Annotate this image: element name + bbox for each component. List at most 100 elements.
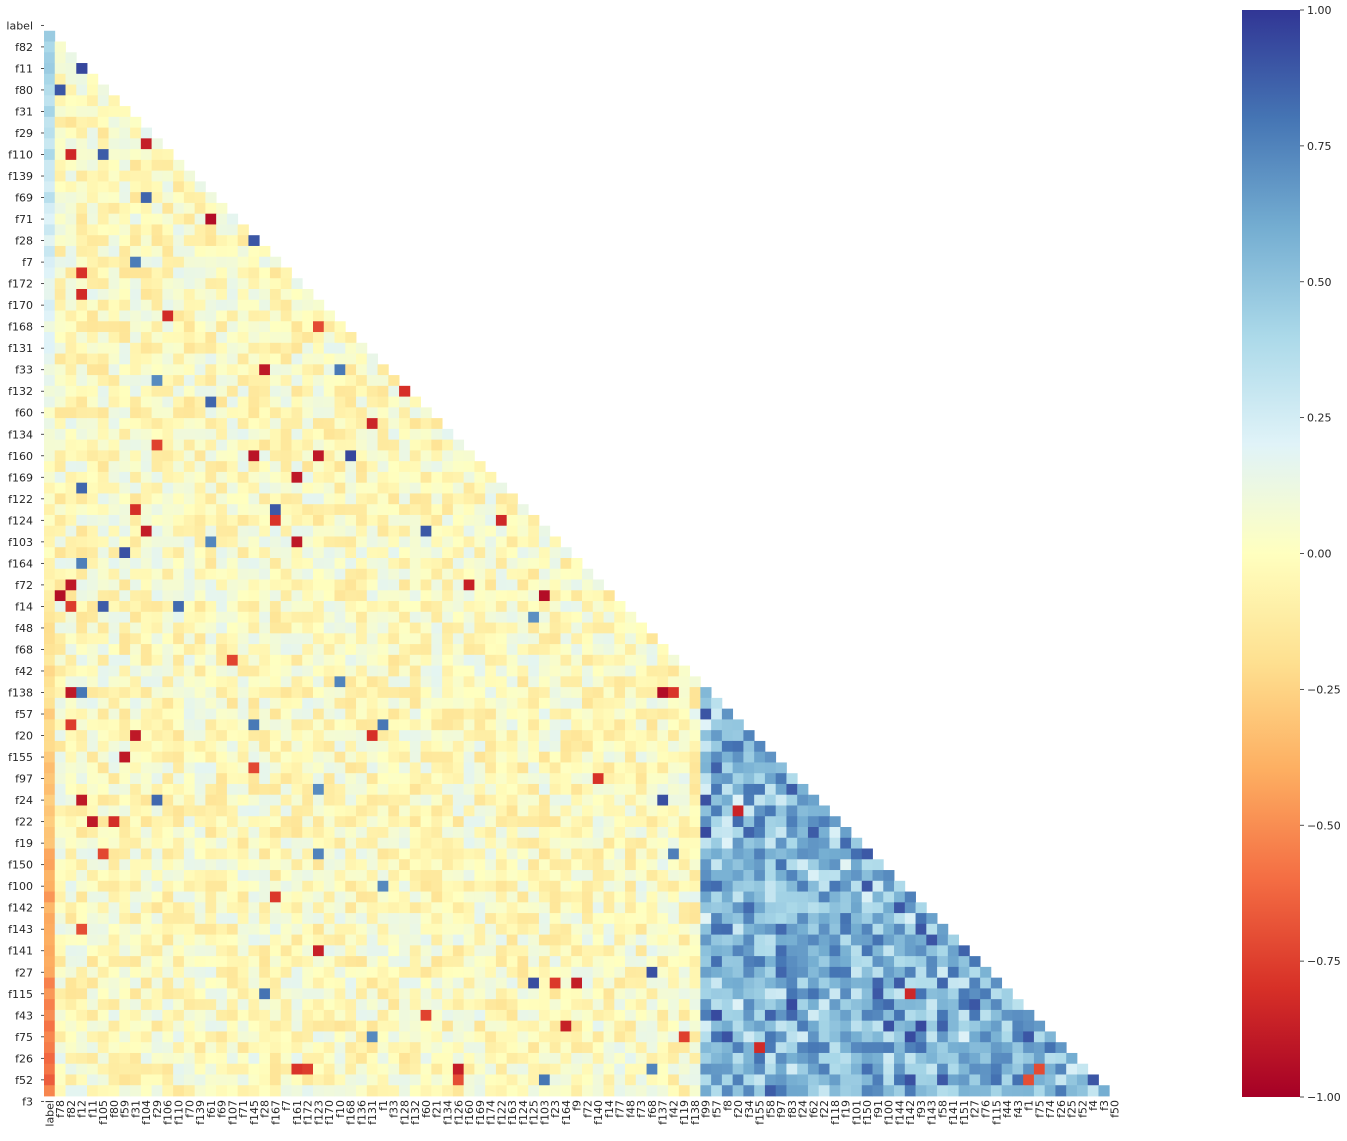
heatmap-cell [140, 1009, 152, 1022]
heatmap-cell [818, 977, 830, 989]
heatmap-cell [173, 633, 185, 645]
heatmap-cell [409, 697, 421, 710]
heatmap-cell [130, 880, 142, 892]
heatmap-cell [216, 342, 228, 354]
heatmap-cell [44, 945, 56, 957]
heatmap-cell [97, 310, 109, 322]
heatmap-cell [248, 439, 260, 451]
heatmap-cell [76, 256, 88, 268]
heatmap-cell [851, 934, 863, 946]
heatmap-cell [65, 999, 77, 1011]
heatmap-cell [269, 622, 282, 634]
heatmap-cell [151, 514, 163, 527]
heatmap-cell [743, 945, 755, 957]
heatmap-cell [87, 708, 99, 720]
heatmap-cell [248, 321, 260, 333]
heatmap-cell [399, 1085, 411, 1097]
heatmap-cell [302, 407, 314, 419]
heatmap-cell [528, 934, 540, 946]
heatmap-cell [571, 880, 583, 892]
heatmap-cell [280, 558, 292, 570]
heatmap-cell [764, 751, 777, 763]
heatmap-cell [323, 428, 335, 441]
heatmap-cell [280, 740, 292, 753]
heatmap-cell [87, 159, 99, 172]
heatmap-cell [818, 805, 830, 817]
heatmap-cell [205, 988, 217, 1000]
heatmap-cell [366, 913, 378, 925]
heatmap-cell [506, 805, 518, 817]
heatmap-cell [560, 730, 572, 742]
heatmap-cell [205, 224, 217, 236]
heatmap-cell [345, 536, 357, 548]
heatmap-cell [366, 977, 378, 989]
heatmap-cell [119, 568, 131, 580]
heatmap-cell [194, 719, 206, 731]
heatmap-cell [205, 504, 217, 516]
heatmap-cell [377, 687, 389, 699]
heatmap-cell [635, 751, 647, 763]
heatmap-cell [452, 762, 465, 774]
heatmap-cell [743, 870, 755, 882]
heatmap-cell [635, 956, 647, 968]
heatmap-cell [237, 590, 249, 602]
heatmap-cell [334, 988, 346, 1000]
heatmap-cell [356, 525, 368, 537]
heatmap-cell [592, 902, 604, 914]
heatmap-cell [194, 418, 206, 430]
heatmap-cell [76, 439, 88, 451]
heatmap-cell [183, 514, 196, 527]
heatmap-cell [635, 697, 647, 710]
heatmap-cell [313, 364, 325, 376]
heatmap-cell [872, 988, 884, 1000]
heatmap-cell [302, 956, 314, 968]
heatmap-cell [732, 848, 744, 860]
heatmap-cell [442, 461, 454, 473]
heatmap-cell [431, 514, 443, 527]
heatmap-cell [829, 827, 841, 839]
heatmap-cell [474, 848, 486, 860]
heatmap-cell [560, 633, 572, 645]
heatmap-cell [732, 1063, 744, 1075]
heatmap-cell [44, 353, 56, 365]
heatmap-cell [97, 428, 109, 441]
heatmap-cell [1055, 1042, 1067, 1054]
heatmap-cell [463, 1085, 475, 1097]
heatmap-cell [302, 751, 314, 763]
heatmap-cell [592, 956, 604, 968]
heatmap-cell [183, 321, 196, 333]
heatmap-cell [786, 1042, 798, 1054]
heatmap-cell [323, 988, 335, 1000]
heatmap-cell [173, 1042, 185, 1054]
heatmap-cell [356, 848, 368, 860]
heatmap-cell [259, 999, 271, 1011]
heatmap-cell [861, 999, 873, 1011]
heatmap-cell [119, 396, 131, 408]
heatmap-cell [420, 450, 432, 462]
heatmap-cell [76, 837, 88, 849]
heatmap-cell [130, 1085, 142, 1097]
heatmap-cell [452, 837, 465, 849]
heatmap-cell [237, 482, 249, 494]
heatmap-cell [431, 848, 443, 860]
heatmap-cell [409, 827, 421, 839]
heatmap-cell [560, 1085, 572, 1097]
heatmap-cell [689, 891, 701, 903]
heatmap-cell [237, 245, 249, 258]
heatmap-cell [668, 654, 680, 666]
heatmap-cell [420, 988, 432, 1000]
heatmap-cell [54, 827, 66, 839]
heatmap-cell [97, 859, 109, 871]
heatmap-cell [366, 622, 378, 634]
heatmap-cell [485, 1042, 497, 1054]
heatmap-cell [582, 1042, 594, 1054]
heatmap-cell [345, 601, 357, 613]
heatmap-cell [883, 1031, 895, 1043]
heatmap-cell [248, 697, 260, 710]
heatmap-cell [495, 654, 508, 666]
heatmap-cell [216, 590, 228, 602]
heatmap-cell [108, 461, 120, 473]
heatmap-cell [323, 956, 335, 968]
heatmap-cell [904, 1009, 916, 1022]
heatmap-cell [44, 547, 56, 559]
